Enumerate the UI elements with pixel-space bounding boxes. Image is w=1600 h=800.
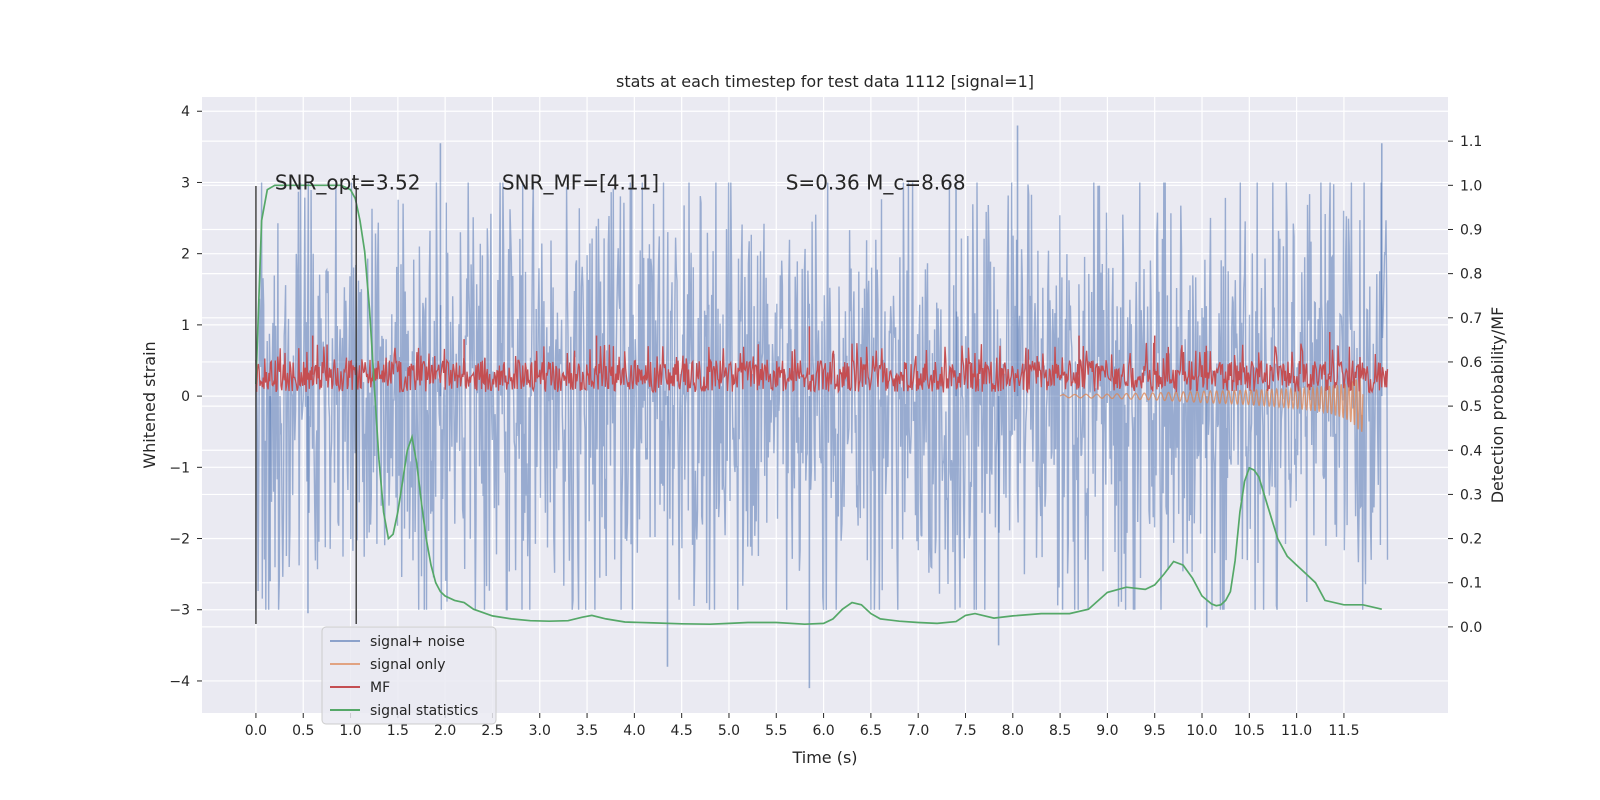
x-tick-label: 0.0 bbox=[245, 723, 267, 739]
y2-tick-label: 0.2 bbox=[1460, 532, 1482, 548]
x-tick-label: 9.0 bbox=[1096, 723, 1118, 739]
x-tick-label: 5.5 bbox=[765, 723, 787, 739]
y2-tick-label: 0.5 bbox=[1460, 399, 1482, 415]
x-tick-label: 7.0 bbox=[907, 723, 929, 739]
y-tick-label: 4 bbox=[181, 104, 190, 120]
mf-line bbox=[255, 342, 1389, 394]
y2-tick-label: 0.1 bbox=[1460, 576, 1482, 592]
legend-box bbox=[321, 626, 497, 725]
x-tick-label: 8.5 bbox=[1049, 723, 1071, 739]
x-tick-label: 7.5 bbox=[954, 723, 976, 739]
y-tick-label: −1 bbox=[169, 460, 190, 476]
data-marks bbox=[255, 125, 1389, 689]
x-axis-label: Time (s) bbox=[791, 748, 857, 767]
y2-tick-label: 0.7 bbox=[1460, 311, 1482, 327]
x-tick-label: 5.0 bbox=[718, 723, 740, 739]
x-tick-label: 10.5 bbox=[1234, 723, 1265, 739]
x-tick-label: 1.5 bbox=[387, 723, 409, 739]
series-signal-statistics bbox=[255, 184, 1382, 626]
signal-noise-line bbox=[255, 182, 1389, 611]
x-tick-label: 6.5 bbox=[860, 723, 882, 739]
x-tick-label: 2.5 bbox=[481, 723, 503, 739]
legend-label: signal+ noise bbox=[370, 634, 465, 650]
annotation-3: S=0.36 M_c=8.68 bbox=[786, 170, 966, 194]
series-signal-noise bbox=[255, 125, 1389, 689]
y-axis-label: Whitened strain bbox=[140, 341, 159, 468]
annotation-2: SNR_MF=[4.11] bbox=[502, 170, 659, 194]
y-tick-label: 2 bbox=[181, 247, 190, 263]
y2-tick-label: 0.0 bbox=[1460, 620, 1482, 636]
y2-tick-label: 1.1 bbox=[1460, 134, 1482, 150]
x-tick-label: 8.0 bbox=[1002, 723, 1024, 739]
legend-label: signal statistics bbox=[370, 703, 478, 719]
y2-tick-label: 0.8 bbox=[1460, 267, 1482, 283]
y2-tick-label: 0.4 bbox=[1460, 443, 1482, 459]
x-tick-label: 3.5 bbox=[576, 723, 598, 739]
legend: signal+ noise signal only MF signal statist… bbox=[321, 626, 497, 725]
x-tick-label: 6.0 bbox=[812, 723, 834, 739]
y2-tick-label: 0.9 bbox=[1460, 222, 1482, 238]
y-tick-label: −4 bbox=[169, 674, 190, 690]
y2-tick-label: 0.3 bbox=[1460, 487, 1482, 503]
legend-label: signal only bbox=[370, 657, 445, 673]
chart-title: stats at each timestep for test data 111… bbox=[616, 72, 1034, 91]
x-tick-label: 10.0 bbox=[1186, 723, 1217, 739]
x-tick-label: 0.5 bbox=[292, 723, 314, 739]
y2-axis-label: Detection probability/MF bbox=[1488, 307, 1507, 504]
x-tick-label: 11.0 bbox=[1281, 723, 1312, 739]
x-tick-label: 4.0 bbox=[623, 723, 645, 739]
annotation-1: SNR_opt=3.52 bbox=[275, 170, 421, 194]
x-tick-label: 9.5 bbox=[1144, 723, 1166, 739]
signal-only-line bbox=[1059, 377, 1364, 432]
series-mf bbox=[255, 326, 1389, 394]
x-tick-label: 3.0 bbox=[529, 723, 551, 739]
y2-tick-label: 0.6 bbox=[1460, 355, 1482, 371]
x-tick-label: 1.0 bbox=[339, 723, 361, 739]
y-tick-label: 0 bbox=[181, 389, 190, 405]
y-tick-label: −3 bbox=[169, 603, 190, 619]
legend-label: MF bbox=[370, 680, 390, 696]
x-tick-label: 11.5 bbox=[1328, 723, 1359, 739]
y-tick-label: −2 bbox=[169, 532, 190, 548]
x-tick-label: 2.0 bbox=[434, 723, 456, 739]
series-signal-only bbox=[1059, 377, 1364, 432]
y-tick-label: 3 bbox=[181, 175, 190, 191]
y2-tick-label: 1.0 bbox=[1460, 178, 1482, 194]
x-tick-label: 4.5 bbox=[671, 723, 693, 739]
signal-statistics-line bbox=[255, 184, 1382, 626]
y-tick-label: 1 bbox=[181, 318, 190, 334]
